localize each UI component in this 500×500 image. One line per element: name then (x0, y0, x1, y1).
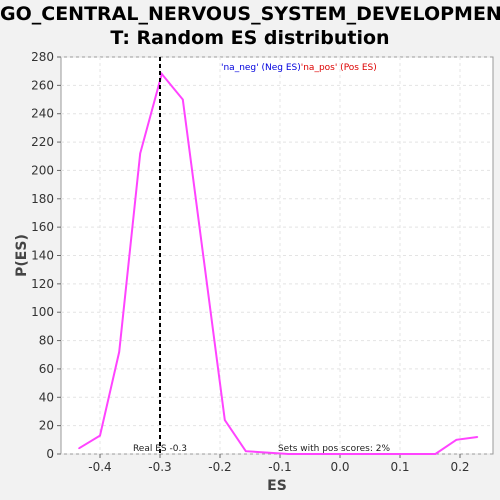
y-tick-label: 200 (31, 163, 54, 177)
data-point (182, 98, 184, 101)
legend: 'na_neg' (Neg ES)'na_pos' (Pos ES) (221, 63, 377, 73)
data-point (413, 453, 416, 455)
y-tick-label: 20 (39, 419, 54, 433)
x-tick-label: -0.3 (148, 460, 171, 474)
chart-title: GO_CENTRAL_NERVOUS_SYSTEM_DEVELOPMEN T: … (0, 3, 500, 49)
data-point (434, 453, 437, 455)
data-point (203, 258, 205, 261)
x-axis-label: ES (267, 478, 287, 494)
y-tick-label: 100 (31, 305, 54, 319)
y-tick-label: 180 (31, 192, 54, 206)
x-tick-label: 0.0 (330, 460, 349, 474)
data-point (78, 447, 80, 450)
data-point (266, 451, 269, 454)
data-point (287, 453, 290, 455)
x-tick-label: -0.1 (268, 460, 291, 474)
y-axis-ticks: 0 20 40 60 80 100 120 140 160 180 200 220 240 260 280 (31, 50, 61, 461)
real-es-label: Real ES -0.3 (133, 444, 187, 454)
legend-entry-neg: 'na_neg' (Neg ES) (221, 63, 301, 73)
data-point (392, 453, 395, 455)
data-point (455, 439, 458, 441)
data-point (139, 152, 141, 155)
data-point (476, 436, 479, 438)
data-point (245, 450, 247, 452)
y-tick-label: 240 (31, 107, 54, 121)
data-point (371, 453, 374, 455)
y-axis-label: P(ES) (14, 234, 30, 277)
data-point (118, 351, 120, 353)
svg-text:'na_neg' (Neg ES)'na_pos' (Pos: 'na_neg' (Neg ES)'na_pos' (Pos ES) (221, 63, 377, 73)
legend-entry-pos: 'na_pos' (Pos ES) (301, 63, 377, 73)
y-tick-label: 0 (46, 447, 54, 461)
es-distribution-line (78, 71, 478, 455)
pos-scores-label: Sets with pos scores: 2% (278, 444, 391, 454)
x-tick-label: 0.1 (390, 460, 409, 474)
x-tick-label: -0.4 (88, 460, 111, 474)
x-axis-ticks: -0.4 -0.3 -0.2 -0.1 0.0 0.1 0.2 (88, 454, 470, 474)
y-tick-label: 260 (31, 78, 54, 92)
data-point (350, 453, 353, 455)
data-point (329, 453, 332, 455)
y-tick-label: 60 (39, 362, 54, 376)
y-tick-label: 140 (31, 249, 54, 263)
data-point (161, 73, 163, 75)
y-tick-label: 160 (31, 220, 54, 234)
y-tick-label: 80 (39, 334, 54, 348)
y-tick-label: 120 (31, 277, 54, 291)
y-tick-label: 220 (31, 135, 54, 149)
data-point (99, 434, 101, 437)
y-tick-label: 280 (31, 50, 54, 64)
x-tick-label: 0.2 (450, 460, 469, 474)
data-point (224, 419, 226, 421)
y-tick-label: 40 (39, 390, 54, 404)
series-layer (78, 71, 479, 455)
data-point (308, 453, 311, 455)
x-tick-label: -0.2 (208, 460, 231, 474)
